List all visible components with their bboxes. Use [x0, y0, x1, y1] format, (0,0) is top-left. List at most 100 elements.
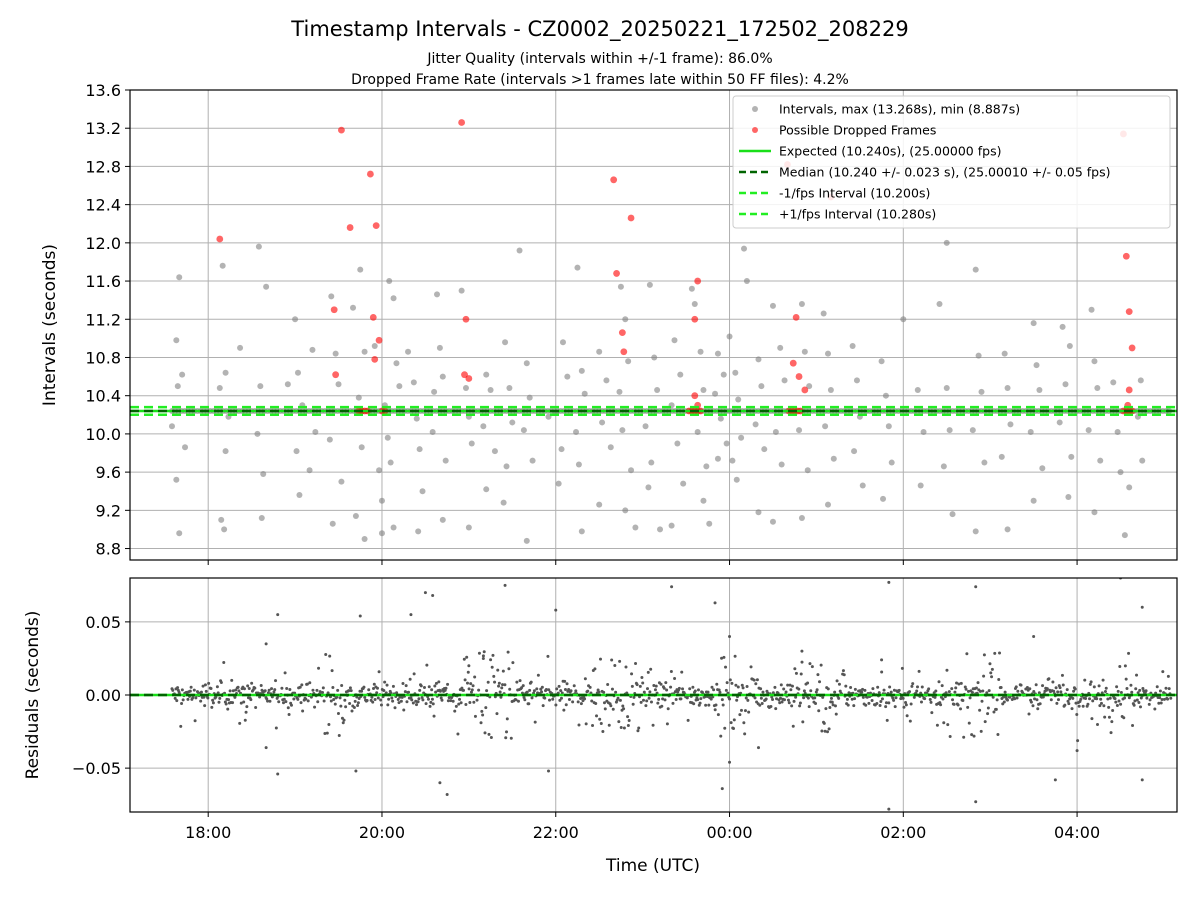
residual-point [501, 683, 505, 687]
residual-point [758, 703, 762, 707]
residual-point [894, 696, 898, 700]
residual-point [399, 699, 403, 703]
residual-point [806, 681, 810, 685]
residual-point [1016, 689, 1020, 693]
residual-point [1037, 691, 1041, 695]
residual-point [791, 724, 795, 728]
residual-point [770, 695, 774, 699]
residual-point [966, 705, 970, 709]
interval-point [806, 383, 813, 390]
interval-point [1056, 419, 1063, 426]
residual-point [915, 689, 919, 693]
residual-point [720, 656, 724, 660]
interval-point [769, 302, 776, 309]
residual-point [430, 697, 434, 701]
residual-point [590, 699, 594, 703]
residual-point [1031, 704, 1035, 708]
residual-point [288, 688, 292, 692]
interval-point [358, 444, 365, 451]
residual-point [317, 666, 321, 670]
interval-point [387, 459, 394, 466]
residual-point [888, 685, 892, 689]
interval-point [487, 386, 494, 393]
interval-point [296, 492, 303, 499]
residual-outlier-point [503, 583, 507, 587]
residual-point [1108, 696, 1112, 700]
residual-point [1169, 696, 1173, 700]
residual-point [516, 699, 520, 703]
residual-point [720, 698, 724, 702]
residual-point [465, 655, 469, 659]
interval-point [1030, 320, 1037, 327]
residual-point [292, 697, 296, 701]
residual-point [574, 689, 578, 693]
residual-point [808, 662, 812, 666]
residual-point [782, 687, 786, 691]
residual-point [719, 734, 723, 738]
residual-point [468, 701, 472, 705]
residual-point [968, 696, 972, 700]
residual-point [1102, 704, 1106, 708]
residual-point [242, 687, 246, 691]
residual-point [730, 681, 734, 685]
residual-point [660, 704, 664, 708]
residual-point [1092, 685, 1096, 689]
residual-point [515, 680, 519, 684]
residual-point [880, 697, 884, 701]
residual-point [642, 698, 646, 702]
residual-point [495, 712, 499, 716]
interval-point [720, 371, 727, 378]
residual-point [878, 703, 882, 707]
residual-point [375, 686, 379, 690]
residual-point [180, 701, 184, 705]
interval-point [306, 467, 313, 474]
residual-point [1118, 664, 1122, 668]
residual-point [861, 695, 865, 699]
residual-point [986, 712, 990, 716]
residual-point [386, 703, 390, 707]
residual-point [732, 727, 736, 731]
residual-point [819, 663, 823, 667]
residual-point [793, 667, 797, 671]
residual-point [889, 690, 893, 694]
residual-point [1002, 700, 1006, 704]
residual-point [951, 698, 955, 702]
interval-point [703, 463, 710, 470]
residual-point [884, 701, 888, 705]
dropped-frame-point [1125, 308, 1133, 316]
dropped-frame-point [369, 313, 377, 321]
residual-point [887, 701, 891, 705]
interval-point [1065, 493, 1072, 500]
interval-point [294, 369, 301, 376]
interval-point [998, 453, 1005, 460]
residual-point [339, 704, 343, 708]
residual-point [211, 698, 215, 702]
residual-point [274, 679, 278, 683]
residual-point [594, 702, 598, 706]
residual-point [746, 698, 750, 702]
residual-point [525, 690, 529, 694]
residual-point [438, 689, 442, 693]
residual-point [410, 698, 414, 702]
residuals-series [170, 578, 1173, 811]
residual-point [787, 701, 791, 705]
residual-point [630, 672, 634, 676]
residual-point [902, 705, 906, 709]
residual-point [1088, 697, 1092, 701]
residual-point [952, 702, 956, 706]
residual-point [422, 685, 426, 689]
residual-point [833, 690, 837, 694]
residual-point [900, 666, 904, 670]
residual-point [202, 695, 206, 699]
residual-point [282, 701, 286, 705]
interval-point [483, 371, 490, 378]
residual-point [489, 658, 493, 662]
residual-point [654, 684, 658, 688]
interval-point [526, 394, 533, 401]
residual-point [434, 690, 438, 694]
residual-point [315, 688, 319, 692]
residual-point [879, 700, 883, 704]
residual-point [493, 680, 497, 684]
residual-point [864, 703, 868, 707]
residual-point [535, 687, 539, 691]
